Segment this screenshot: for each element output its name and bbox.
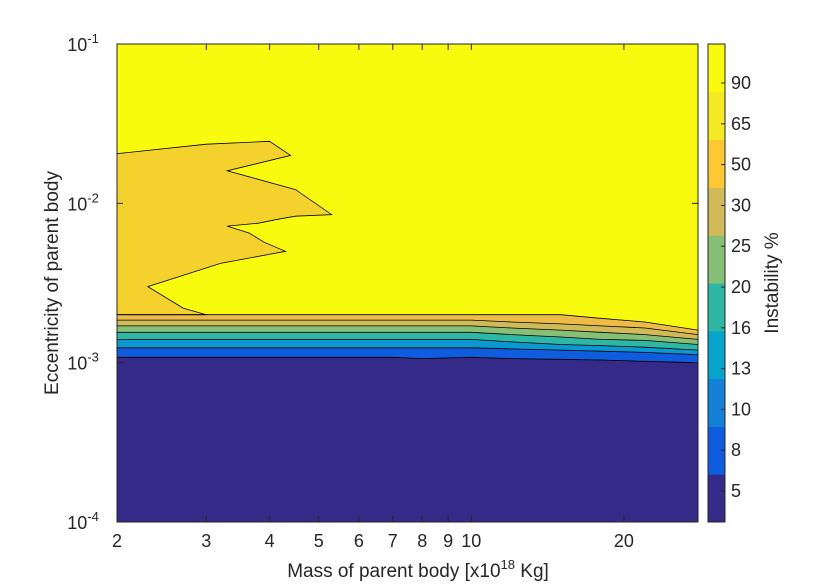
colorbar-segment	[708, 44, 725, 93]
x-tick-label: 4	[265, 531, 275, 551]
contour-line	[117, 356, 699, 364]
x-tick-label: 3	[201, 531, 211, 551]
x-tick-label: 5	[314, 531, 324, 551]
colorbar-tick-label: 25	[731, 236, 751, 256]
contour-line	[117, 338, 699, 351]
x-tick-label: 9	[443, 531, 453, 551]
y-tick-label: 10-4	[67, 509, 99, 533]
contour-line	[117, 331, 699, 345]
x-axis-title: Mass of parent body [x1018 Kg]	[287, 557, 549, 582]
contour-band	[117, 357, 698, 522]
contour-line	[117, 325, 699, 340]
x-tick-label: 7	[388, 531, 398, 551]
colorbar-tick-label: 13	[731, 359, 751, 379]
colorbar-segment	[708, 91, 725, 141]
x-tick-label: 8	[417, 531, 427, 551]
colorbar-tick-label: 65	[731, 114, 751, 134]
x-tick-label: 10	[461, 531, 481, 551]
contour-line	[117, 314, 699, 331]
colorbar-segment	[708, 378, 725, 427]
colorbar-tick-label: 50	[731, 155, 751, 175]
colorbar-tick-label: 30	[731, 195, 751, 215]
colorbar-segment	[708, 426, 725, 475]
y-axis-title: Eccentricity of parent body	[42, 171, 63, 395]
y-tick-label: 10-1	[67, 31, 99, 55]
plot-frame	[116, 43, 699, 523]
colorbar-tick-label: 20	[731, 277, 751, 297]
colorbar-segment	[708, 235, 725, 284]
colorbar-segment	[708, 283, 725, 332]
colorbar-tick-label: 5	[731, 481, 741, 501]
axis-ticks: 2 3 4 5 6 7 8 9 10 20 10-1 10-2 10-3 10-4	[67, 31, 698, 551]
y-tick-label: 10-2	[67, 190, 99, 214]
colorbar-tick-label: 16	[731, 318, 751, 338]
contour-band	[117, 320, 698, 340]
colorbar: 5 8 10 13 16 20 25 30 50 65 90	[707, 43, 751, 523]
contour-region-upper	[116, 140, 333, 316]
contour-band	[117, 325, 698, 345]
contour-line	[117, 347, 699, 356]
contour-band	[117, 339, 698, 355]
colorbar-title: Instability %	[762, 232, 783, 333]
plot-area	[116, 43, 699, 523]
contour-line	[117, 319, 699, 335]
x-tick-label: 6	[354, 531, 364, 551]
colorbar-tick-label: 10	[731, 399, 751, 419]
colorbar-tick-label: 90	[731, 73, 751, 93]
y-tick-label: 10-3	[67, 350, 99, 374]
colorbar-frame	[707, 43, 726, 523]
colorbar-segment	[708, 187, 725, 236]
colorbar-segment	[708, 474, 725, 523]
x-tick-label: 20	[614, 531, 634, 551]
colorbar-segment	[708, 139, 725, 188]
colorbar-segment	[708, 330, 725, 380]
contour-band	[117, 314, 698, 335]
colorbar-tick-label: 8	[731, 440, 741, 460]
x-tick-label: 2	[112, 531, 122, 551]
